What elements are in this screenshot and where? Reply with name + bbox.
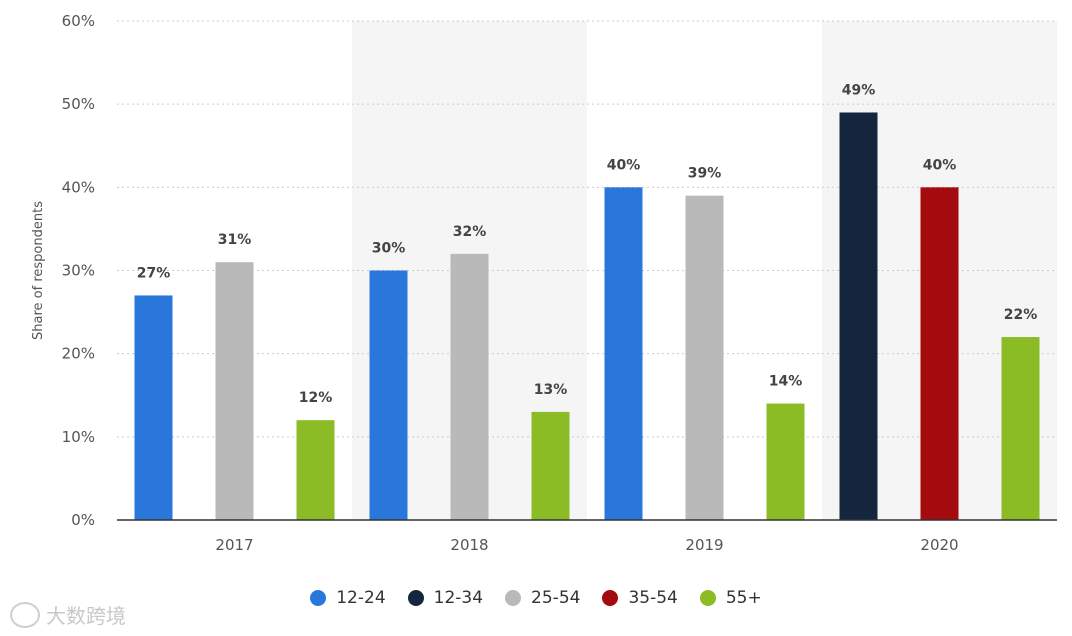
data-label: 13% — [534, 382, 568, 398]
watermark: 大数跨境 — [10, 600, 126, 629]
y-tick-label: 0% — [71, 511, 95, 529]
legend-item-12-34[interactable]: 12-34 — [407, 588, 484, 608]
legend-item-35-54[interactable]: 35-54 — [602, 588, 678, 608]
legend-swatch — [602, 590, 619, 606]
legend-label: 35-54 — [628, 588, 678, 608]
data-label: 30% — [372, 241, 406, 257]
y-tick-label: 20% — [62, 345, 95, 363]
bar-12-24-2019 — [604, 187, 643, 521]
legend-label: 12-24 — [336, 588, 386, 608]
bar-35-54-2020 — [920, 187, 959, 521]
legend-swatch — [699, 590, 716, 606]
legend-swatch — [407, 590, 424, 606]
data-label: 27% — [137, 265, 171, 281]
data-label: 12% — [299, 390, 333, 406]
x-tick-label: 2019 — [685, 536, 723, 554]
legend-swatch — [505, 590, 522, 606]
y-tick-label: 50% — [62, 95, 95, 113]
x-tick-label: 2017 — [215, 536, 253, 554]
cloud-logo-icon — [10, 601, 40, 628]
bar-25-54-2019 — [685, 195, 724, 520]
bar-25-54-2017 — [215, 262, 254, 520]
y-tick-label: 30% — [62, 262, 95, 280]
y-tick-label: 40% — [62, 178, 95, 196]
bar-12-34-2020 — [839, 112, 878, 520]
legend: 12-24 12-34 25-54 35-54 55+ — [0, 588, 1072, 608]
bar-55+-2017 — [296, 420, 335, 520]
y-tick-label: 10% — [62, 428, 95, 446]
legend-item-12-24[interactable]: 12-24 — [310, 588, 386, 608]
y-axis-label: Share of respondents — [31, 201, 46, 340]
data-label: 39% — [688, 166, 722, 182]
legend-item-25-54[interactable]: 25-54 — [505, 588, 580, 608]
legend-swatch — [310, 590, 327, 606]
data-label: 40% — [607, 157, 641, 173]
bar-chart: 0% 10% 20% 30% 40% 50% 60% Share of respondents… — [31, 12, 1057, 554]
bar-12-24-2017 — [134, 295, 173, 520]
bar-55+-2018 — [531, 411, 570, 520]
legend-label: 55+ — [725, 588, 762, 608]
legend-item-55+[interactable]: 55+ — [699, 588, 762, 608]
legend-label: 12-34 — [433, 588, 484, 608]
data-label: 14% — [769, 374, 803, 390]
legend-label: 25-54 — [531, 588, 581, 608]
x-tick-label: 2020 — [920, 536, 958, 554]
data-label: 32% — [453, 224, 487, 240]
data-label: 22% — [1004, 307, 1038, 323]
bar-55+-2020 — [1001, 337, 1040, 520]
data-label: 49% — [842, 82, 876, 98]
data-label: 31% — [218, 232, 252, 248]
bar-12-24-2018 — [369, 270, 408, 520]
x-tick-label: 2018 — [450, 536, 488, 554]
y-tick-label: 60% — [62, 12, 95, 30]
bar-25-54-2018 — [450, 253, 489, 520]
watermark-text: 大数跨境 — [46, 604, 126, 628]
bar-55+-2019 — [766, 403, 805, 520]
data-label: 40% — [923, 157, 957, 173]
